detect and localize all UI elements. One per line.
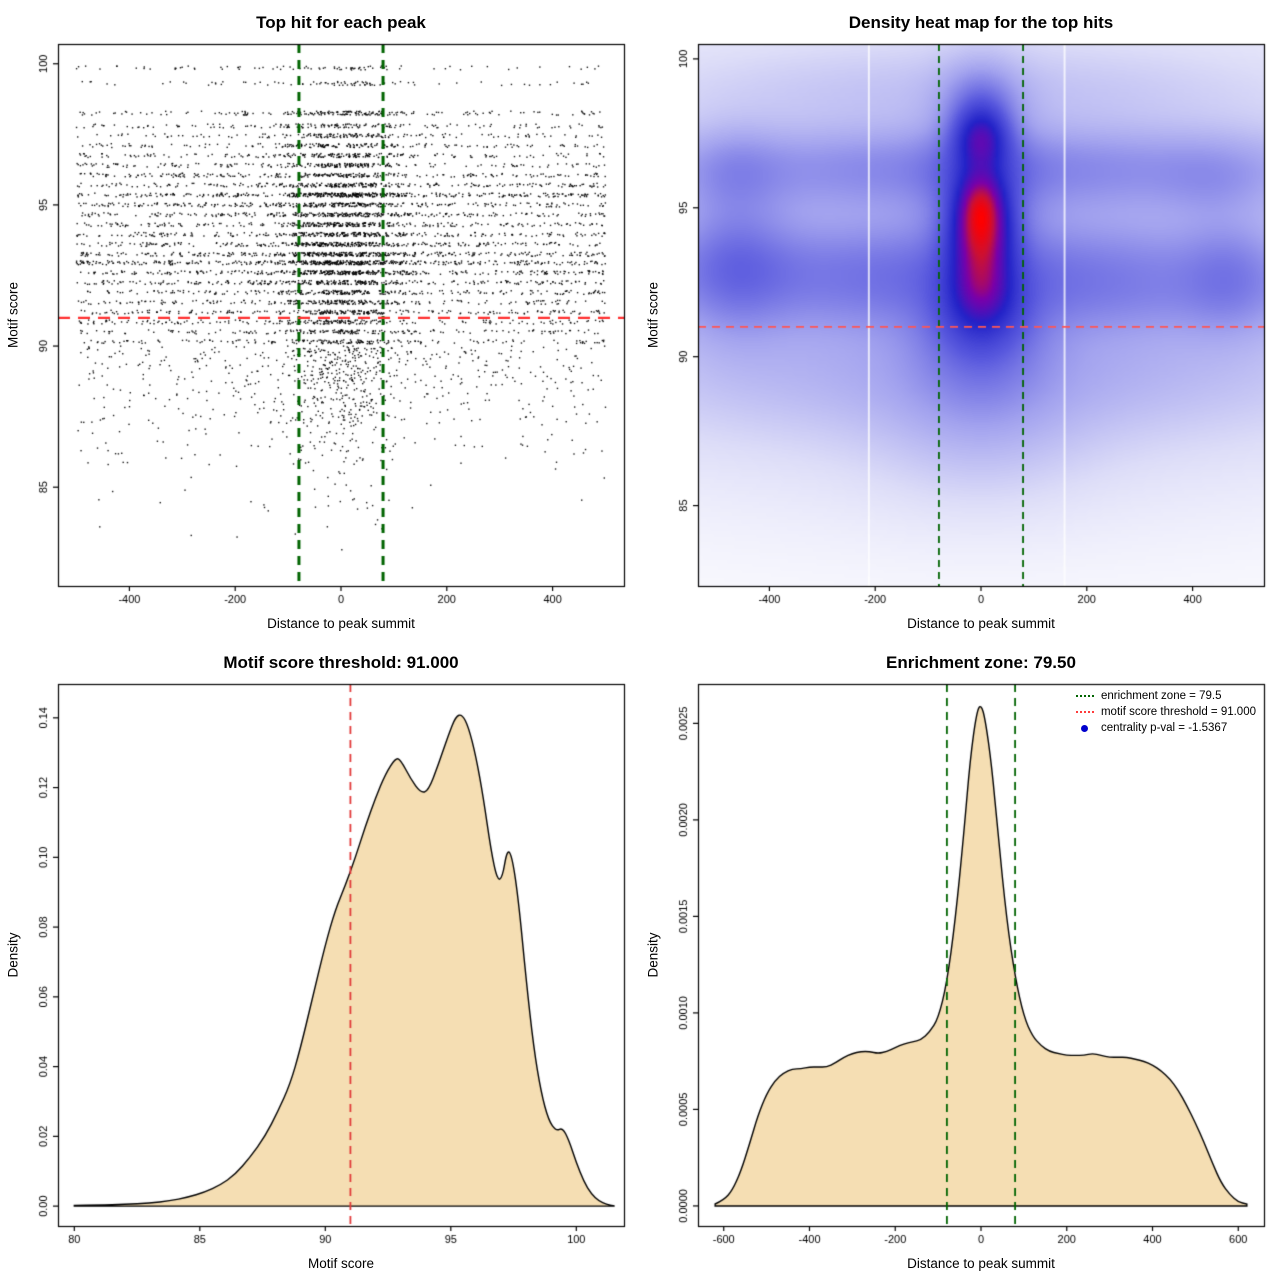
y-axis-label: Motif score	[5, 281, 21, 349]
x-axis-label: Motif score	[307, 1256, 375, 1271]
page-title-enrichment: Enrichment zone: 79.50	[886, 653, 1076, 672]
legend-label: motif score threshold = 91.000	[1100, 706, 1256, 718]
legend-item-centrality-pval: centrality p-val = -1.5367	[1076, 722, 1256, 734]
x-axis-label: Distance to peak summit	[907, 616, 1055, 631]
score-density-canvas	[0, 640, 640, 1280]
x-axis-label: Distance to peak summit	[907, 1256, 1055, 1271]
x-axis-label: Distance to peak summit	[267, 616, 415, 631]
scatter-plot-canvas	[0, 0, 640, 640]
panel-motif-score-density: Motif score threshold: 91.000 Motif scor…	[0, 640, 640, 1280]
y-axis-label: Density	[645, 932, 661, 978]
panel-density-heatmap: Density heat map for the top hits Distan…	[640, 0, 1280, 640]
green-dotted-line-icon	[1075, 695, 1094, 697]
heatmap-canvas	[640, 0, 1280, 640]
panel-top-hits-scatter: Top hit for each peak Distance to peak s…	[0, 0, 640, 640]
blue-dot-icon	[1080, 724, 1088, 732]
distance-density-canvas	[640, 640, 1280, 1280]
page-title-score-density: Motif score threshold: 91.000	[223, 653, 459, 672]
page-title-scatter: Top hit for each peak	[256, 13, 426, 32]
legend-item-score-threshold: motif score threshold = 91.000	[1075, 706, 1256, 718]
legend-label: centrality p-val = -1.5367	[1100, 722, 1228, 734]
y-axis-label: Motif score	[645, 281, 661, 349]
legend: enrichment zone = 79.5 motif score thres…	[1075, 690, 1256, 738]
legend-label: enrichment zone = 79.5	[1100, 690, 1222, 702]
legend-item-enrichment-zone: enrichment zone = 79.5	[1075, 690, 1256, 702]
y-axis-label: Density	[5, 932, 21, 978]
panel-enrichment-zone-density: Enrichment zone: 79.50 Distance to peak …	[640, 640, 1280, 1280]
page-title-heatmap: Density heat map for the top hits	[848, 13, 1114, 32]
red-dotted-line-icon	[1075, 711, 1094, 713]
